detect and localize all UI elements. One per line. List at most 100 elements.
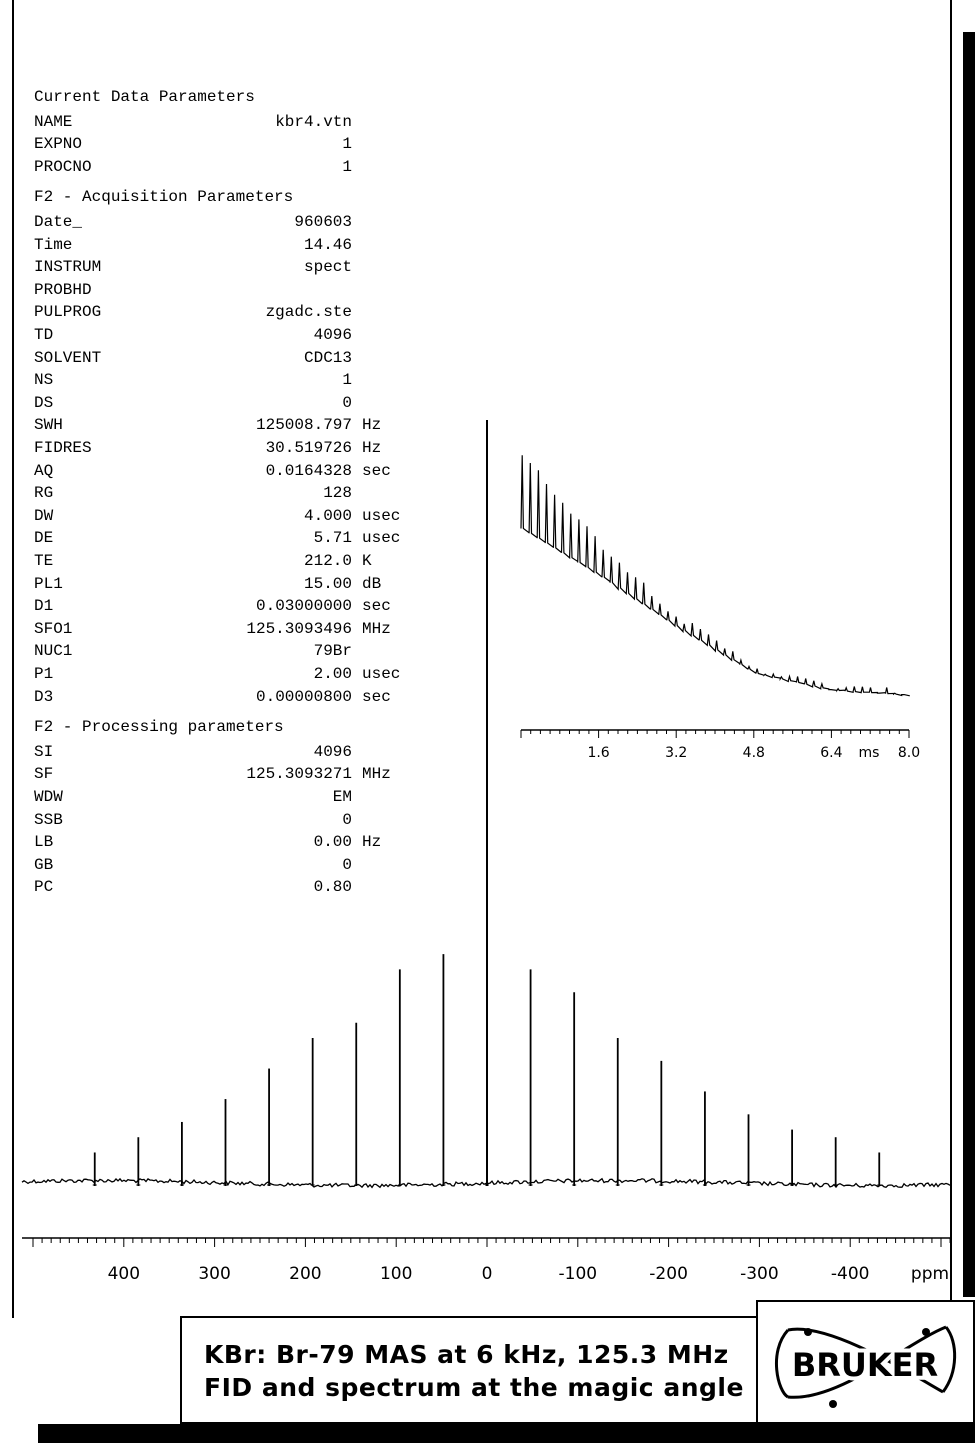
param-name: SI — [34, 742, 54, 761]
param-unit: Hz — [362, 833, 382, 852]
param-value: 14.46 — [303, 235, 352, 254]
acquisition-params-heading: F2 - Acquisition Parameters — [34, 188, 294, 207]
fid-tick-label: 3.2 — [665, 745, 687, 761]
param-name: PROCNO — [34, 157, 92, 176]
param-value: 0.80 — [313, 878, 352, 897]
param-value: 0 — [342, 393, 352, 412]
param-value: 0.03000000 — [255, 597, 352, 616]
param-value: 0.00 — [313, 833, 352, 852]
param-unit: usec — [362, 529, 401, 548]
fid-axis-unit: ms — [859, 745, 880, 761]
param-name: D3 — [34, 687, 54, 706]
param-value: spect — [303, 258, 352, 277]
param-name: SWH — [34, 416, 63, 435]
param-name: TE — [34, 552, 54, 570]
param-unit: sec — [362, 461, 391, 480]
fid-tick-label: 1.6 — [587, 745, 609, 761]
param-value: 2.00 — [313, 665, 352, 683]
caption-line-1: KBr: Br-79 MAS at 6 kHz, 125.3 MHz — [204, 1340, 729, 1369]
caption-box: KBr: Br-79 MAS at 6 kHz, 125.3 MHz FID a… — [180, 1316, 756, 1424]
param-unit: usec — [362, 665, 401, 683]
param-unit: usec — [362, 506, 401, 525]
spectrum-tick-label: 0 — [482, 1264, 493, 1284]
spectrum-tick-label: 400 — [108, 1264, 140, 1284]
param-name: WDW — [34, 788, 63, 806]
param-value: 125.3093496 — [246, 619, 352, 638]
frame-left-border — [12, 0, 14, 1318]
param-name: D1 — [34, 597, 54, 616]
param-value: 0.0164328 — [265, 461, 352, 480]
param-name: P1 — [34, 665, 54, 683]
spectrum-tick-label: -400 — [831, 1264, 870, 1284]
param-value: 125.3093271 — [246, 765, 352, 784]
param-value: 1 — [342, 157, 352, 176]
param-name: LB — [34, 833, 54, 852]
param-name: FIDRES — [34, 439, 92, 457]
param-name: EXPNO — [34, 135, 83, 154]
param-unit: Hz — [362, 416, 382, 435]
fid-tick-label: 6.4 — [820, 745, 842, 761]
param-name: DE — [34, 529, 54, 548]
param-value: 4096 — [313, 742, 352, 761]
spectrum-axis-unit: ppm — [911, 1264, 949, 1284]
param-name: NS — [34, 371, 54, 390]
spectrum-tick-label: -300 — [740, 1264, 779, 1284]
param-value: 1 — [342, 371, 352, 390]
param-name: SF — [34, 765, 54, 784]
param-name: Time — [34, 235, 73, 254]
param-unit: sec — [362, 597, 391, 616]
param-value: EM — [332, 788, 352, 806]
param-name: SSB — [34, 810, 63, 829]
current-params-heading: Current Data Parameters — [34, 88, 255, 106]
param-value: 1 — [342, 135, 352, 154]
param-unit: sec — [362, 687, 391, 706]
param-name: SOLVENT — [34, 348, 102, 367]
spectrum-tick-label: 200 — [289, 1264, 321, 1284]
logo-text-halo: BRUKER — [792, 1346, 938, 1384]
param-value: 0 — [342, 810, 352, 829]
param-value: 15.00 — [303, 574, 352, 593]
spectrum-tick-label: 100 — [380, 1264, 412, 1284]
processing-params-heading: F2 - Processing parameters — [34, 718, 284, 737]
param-name: AQ — [34, 461, 54, 480]
param-name: PL1 — [34, 574, 63, 593]
param-name: NUC1 — [34, 642, 73, 661]
frame-shadow-right — [963, 32, 975, 1297]
param-name: SFO1 — [34, 619, 73, 638]
atom-logo-icon: BRUKER BRUKER — [774, 1325, 957, 1408]
fid-tick-label: 8.0 — [898, 745, 920, 761]
param-value: 79Br — [313, 642, 352, 661]
param-value: 0 — [342, 855, 352, 874]
param-name: Date_ — [34, 213, 83, 231]
param-value: 5.71 — [313, 529, 352, 548]
param-value: 125008.797 — [255, 416, 352, 435]
frame-shadow-bottom — [38, 1424, 975, 1443]
param-value: 4.000 — [303, 506, 352, 525]
param-name: PULPROG — [34, 303, 102, 322]
spectrum-tick-label: 300 — [198, 1264, 230, 1284]
param-value: kbr4.vtn — [275, 112, 352, 131]
param-unit: dB — [362, 574, 382, 593]
param-value: 0.00000800 — [255, 687, 352, 706]
param-name: NAME — [34, 112, 73, 131]
param-name: PC — [34, 878, 54, 897]
spectrum-tick-label: -200 — [649, 1264, 688, 1284]
spectrum-tick-label: -100 — [559, 1264, 598, 1284]
param-value: 960603 — [294, 213, 352, 231]
bruker-logo: BRUKER BRUKER — [756, 1300, 975, 1424]
param-value: 212.0 — [303, 552, 352, 570]
fid-trace — [520, 455, 910, 697]
param-name: DW — [34, 506, 54, 525]
caption-line-2: FID and spectrum at the magic angle — [204, 1373, 744, 1402]
param-value: 30.519726 — [265, 439, 352, 457]
param-unit: MHz — [362, 765, 391, 784]
param-name: RG — [34, 484, 54, 503]
logo-text: BRUKER — [792, 1346, 938, 1384]
param-name: GB — [34, 855, 54, 874]
param-name: TD — [34, 326, 54, 344]
param-unit: K — [362, 552, 372, 570]
param-value: 4096 — [313, 326, 352, 344]
param-value: 128 — [323, 484, 352, 503]
